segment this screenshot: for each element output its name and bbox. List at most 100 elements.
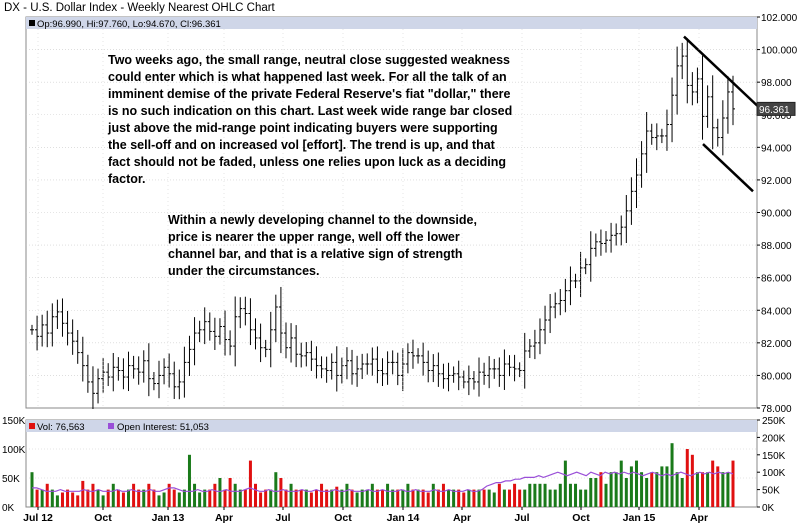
ohlc-bar [644,112,649,173]
volume-bar [299,489,303,507]
ohlc-bar [548,293,553,334]
ohlc-bar [436,352,441,387]
ohlc-bar [355,355,360,387]
volume-bar [685,449,689,507]
volume-bar [233,483,237,507]
volume-bar [86,489,90,507]
ohlc-bar [172,361,177,399]
ohlc-bar [659,128,664,144]
volume-bar [91,483,95,507]
volume-bar [543,483,547,507]
price-tick-label: 80.000 [761,371,792,382]
ohlc-bar [512,354,517,382]
volume-bar [320,483,324,507]
ohlc-bar [507,355,512,377]
ohlc-legend-swatch [29,20,35,26]
ohlc-bar [207,312,212,341]
ohlc-bar [578,251,583,297]
volume-bar [116,489,120,507]
volume-bar [599,472,603,507]
volume-bar [279,478,283,507]
ohlc-bar [217,318,222,345]
annotation-top: Two weeks ago, the small range, neutral … [108,53,513,186]
ohlc-bar [482,362,487,385]
ohlc-bar [543,305,548,345]
volume-bar [568,483,572,507]
ohlc-bar [228,330,233,356]
volume-bar [182,489,186,507]
ohlc-bar [90,366,95,409]
price-tick-label: 78.000 [761,404,792,415]
volume-bar [101,495,105,507]
volume-bar [208,489,212,507]
ohlc-bar [314,346,319,379]
ohlc-strip [26,17,757,29]
ohlc-bar [116,357,121,381]
price-tick-label: 98.000 [761,78,792,89]
volume-bar [132,483,136,507]
vol-right-tick-label: 0K [762,503,775,514]
volume-bar [238,489,242,507]
ohlc-bar [619,215,624,246]
ohlc-bar [675,46,680,115]
volume-bar [203,489,207,507]
ohlc-bar [141,350,146,383]
ohlc-bar [558,289,563,316]
ohlc-bar [431,354,436,383]
volume-bar [96,489,100,507]
volume-bar [579,489,583,507]
ohlc-bar [167,353,172,388]
ohlc-bar [710,75,715,150]
volume-bar [447,489,451,507]
volume-bar [452,489,456,507]
volume-bar [680,478,684,507]
x-tick-label: Jul [275,512,290,524]
volume-bar [309,492,313,507]
ohlc-bar [329,353,334,380]
volume-bar [137,489,141,507]
open-interest-line [32,471,734,492]
channel-lower-line [702,143,754,193]
ohlc-bar [344,347,349,380]
volume-bar [472,489,476,507]
ohlc-bar [421,342,426,376]
volume-bar [492,492,496,507]
x-tick-label: Jul 12 [23,512,53,524]
volume-bar [518,489,522,507]
volume-bar [325,489,329,507]
x-tick-label: Apr [690,512,708,524]
volume-bar [314,489,318,507]
ohlc-bar [243,296,248,326]
ohlc-bar [55,299,60,329]
volume-bar [594,478,598,507]
vol-left-tick-label: 0K [2,503,15,514]
ohlc-bar [588,231,593,282]
ohlc-bar [624,195,629,244]
volume-bar [411,489,415,507]
price-tick-label: 92.000 [761,176,792,187]
ohlc-bar [527,339,532,359]
ohlc-bar [532,329,537,360]
volume-bar [574,483,578,507]
ohlc-bar [319,356,324,379]
volume-bar [721,472,725,507]
ohlc-bar [273,294,278,343]
ohlc-bar [471,371,476,390]
volume-bar [711,460,715,507]
volume-bar [421,489,425,507]
last-price-text: 96.361 [759,105,790,116]
oi-label: Open Interest: 51,053 [117,422,209,433]
vol-right-tick-label: 50K [762,486,780,497]
ohlc-bar [502,349,507,390]
ohlc-bar [670,77,675,143]
vol-right-tick-label: 150K [762,451,786,462]
ohlc-bar [639,141,644,188]
ohlc-bar [151,372,156,391]
volume-bar [634,460,638,507]
x-tick-label: Jan 13 [152,512,185,524]
volume-bar [147,483,151,507]
ohlc-bar [162,358,167,385]
volume-bar [187,454,191,507]
volume-bar [675,472,679,507]
